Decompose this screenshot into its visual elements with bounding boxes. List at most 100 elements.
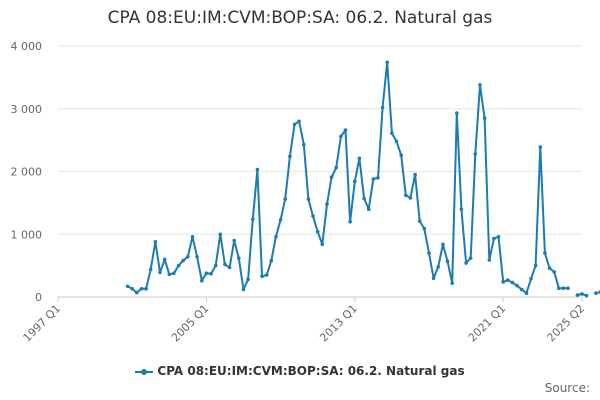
data-point[interactable] (246, 277, 250, 282)
data-point[interactable] (459, 207, 464, 211)
data-point[interactable] (223, 262, 227, 267)
data-point[interactable] (334, 165, 339, 170)
data-point[interactable] (227, 265, 232, 270)
data-point[interactable] (575, 293, 580, 297)
data-point[interactable] (288, 154, 292, 159)
data-point[interactable] (519, 287, 524, 292)
data-point[interactable] (431, 276, 436, 281)
data-point[interactable] (213, 263, 218, 268)
data-point[interactable] (422, 226, 427, 231)
data-point[interactable] (302, 142, 306, 147)
data-point[interactable] (320, 242, 325, 247)
data-point[interactable] (329, 175, 334, 179)
data-point[interactable] (325, 202, 329, 206)
data-point[interactable] (417, 219, 422, 223)
data-point[interactable] (167, 272, 172, 277)
data-point[interactable] (237, 256, 241, 260)
data-point[interactable] (292, 122, 297, 127)
data-point[interactable] (487, 258, 492, 262)
data-point[interactable] (139, 287, 144, 291)
data-point[interactable] (195, 254, 199, 259)
data-point[interactable] (445, 259, 450, 264)
data-point[interactable] (181, 258, 185, 263)
data-point[interactable] (482, 116, 487, 120)
data-point[interactable] (594, 291, 598, 296)
data-point[interactable] (209, 272, 213, 276)
data-point[interactable] (441, 242, 445, 247)
data-point[interactable] (186, 254, 190, 259)
data-point[interactable] (260, 274, 264, 279)
data-point[interactable] (306, 197, 311, 201)
data-point[interactable] (148, 267, 153, 272)
data-point[interactable] (144, 287, 148, 291)
data-point[interactable] (501, 280, 506, 284)
data-point[interactable] (241, 287, 246, 292)
data-point[interactable] (408, 196, 413, 200)
data-point[interactable] (510, 280, 515, 285)
data-point[interactable] (524, 291, 529, 296)
data-point[interactable] (538, 145, 543, 149)
data-point[interactable] (162, 257, 167, 262)
data-point[interactable] (130, 287, 134, 291)
data-point[interactable] (264, 273, 269, 277)
data-point[interactable] (436, 265, 441, 269)
data-point[interactable] (561, 286, 566, 291)
data-point[interactable] (255, 167, 260, 172)
data-point[interactable] (496, 235, 501, 239)
data-point[interactable] (399, 153, 404, 157)
data-point[interactable] (348, 219, 352, 224)
data-point[interactable] (529, 277, 533, 281)
data-point[interactable] (204, 271, 209, 276)
data-point[interactable] (455, 111, 459, 115)
data-point[interactable] (552, 270, 556, 274)
data-point[interactable] (515, 283, 519, 288)
data-point[interactable] (283, 197, 288, 201)
data-point[interactable] (278, 218, 283, 222)
data-point[interactable] (218, 232, 223, 237)
data-point[interactable] (371, 177, 376, 181)
data-point[interactable] (566, 286, 570, 291)
data-point[interactable] (269, 258, 274, 263)
data-point[interactable] (232, 238, 236, 243)
data-point[interactable] (404, 193, 408, 198)
data-point[interactable] (153, 240, 158, 244)
data-point[interactable] (357, 156, 362, 161)
data-point[interactable] (385, 60, 390, 65)
data-point[interactable] (427, 251, 431, 255)
data-point[interactable] (506, 278, 510, 282)
data-point[interactable] (158, 270, 162, 275)
data-point[interactable] (557, 286, 561, 291)
data-point[interactable] (478, 83, 482, 87)
data-point[interactable] (176, 263, 181, 268)
data-point[interactable] (190, 235, 195, 239)
data-point[interactable] (543, 251, 547, 255)
data-point[interactable] (200, 278, 204, 283)
data-point[interactable] (413, 172, 417, 177)
data-point[interactable] (380, 105, 385, 110)
data-point[interactable] (580, 292, 584, 296)
data-point[interactable] (172, 271, 176, 276)
data-point[interactable] (394, 139, 399, 144)
data-point[interactable] (464, 261, 468, 265)
data-point[interactable] (376, 176, 380, 180)
data-point[interactable] (274, 235, 278, 239)
data-point[interactable] (390, 131, 394, 135)
data-point[interactable] (584, 293, 589, 298)
data-point[interactable] (297, 119, 301, 124)
legend[interactable]: CPA 08:EU:IM:CVM:BOP:SA: 06.2. Natural g… (0, 364, 600, 378)
data-point[interactable] (468, 256, 473, 260)
data-point[interactable] (492, 236, 496, 241)
data-point[interactable] (362, 196, 366, 201)
data-point[interactable] (533, 263, 538, 268)
data-point[interactable] (450, 281, 455, 286)
data-point[interactable] (339, 134, 343, 139)
data-point[interactable] (315, 229, 320, 234)
data-point[interactable] (311, 214, 315, 218)
data-point[interactable] (135, 290, 139, 295)
data-point[interactable] (366, 207, 371, 211)
data-point[interactable] (473, 152, 478, 156)
data-point[interactable] (547, 266, 552, 270)
data-point[interactable] (125, 284, 130, 289)
data-point[interactable] (353, 179, 357, 184)
data-point[interactable] (251, 217, 255, 221)
